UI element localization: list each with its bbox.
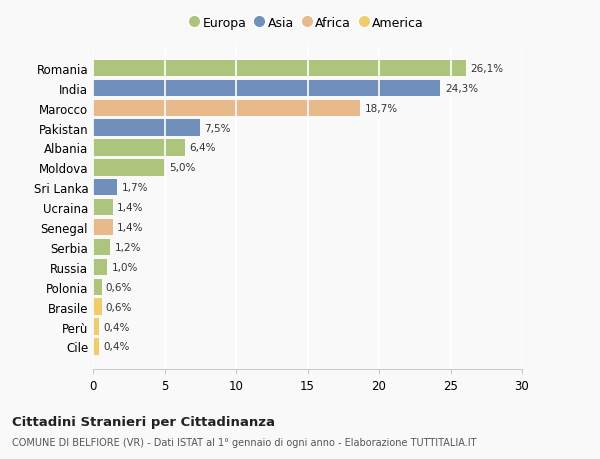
Bar: [93, 180, 118, 196]
Text: 7,5%: 7,5%: [205, 123, 231, 133]
Text: 0,6%: 0,6%: [106, 302, 132, 312]
Text: 1,2%: 1,2%: [115, 242, 141, 252]
Bar: [93, 160, 164, 176]
Text: 0,6%: 0,6%: [106, 282, 132, 292]
Text: 0,4%: 0,4%: [103, 322, 130, 332]
Bar: [93, 338, 99, 355]
Bar: [93, 239, 110, 256]
Bar: [93, 299, 101, 315]
Text: 18,7%: 18,7%: [365, 103, 398, 113]
Bar: [93, 279, 101, 295]
Legend: Europa, Asia, Africa, America: Europa, Asia, Africa, America: [187, 13, 428, 34]
Bar: [93, 120, 200, 136]
Text: 0,4%: 0,4%: [103, 341, 130, 352]
Text: Cittadini Stranieri per Cittadinanza: Cittadini Stranieri per Cittadinanza: [12, 415, 275, 428]
Bar: [93, 61, 466, 77]
Text: 1,4%: 1,4%: [118, 223, 144, 233]
Bar: [93, 140, 185, 156]
Text: 6,4%: 6,4%: [189, 143, 215, 153]
Bar: [93, 259, 107, 275]
Text: 5,0%: 5,0%: [169, 163, 195, 173]
Text: COMUNE DI BELFIORE (VR) - Dati ISTAT al 1° gennaio di ogni anno - Elaborazione T: COMUNE DI BELFIORE (VR) - Dati ISTAT al …: [12, 437, 476, 447]
Bar: [93, 80, 440, 97]
Bar: [93, 200, 113, 216]
Bar: [93, 219, 113, 235]
Bar: [93, 319, 99, 335]
Text: 1,4%: 1,4%: [118, 203, 144, 213]
Text: 26,1%: 26,1%: [470, 64, 503, 74]
Text: 1,7%: 1,7%: [122, 183, 148, 193]
Text: 24,3%: 24,3%: [445, 84, 478, 94]
Bar: [93, 101, 361, 117]
Text: 1,0%: 1,0%: [112, 262, 138, 272]
